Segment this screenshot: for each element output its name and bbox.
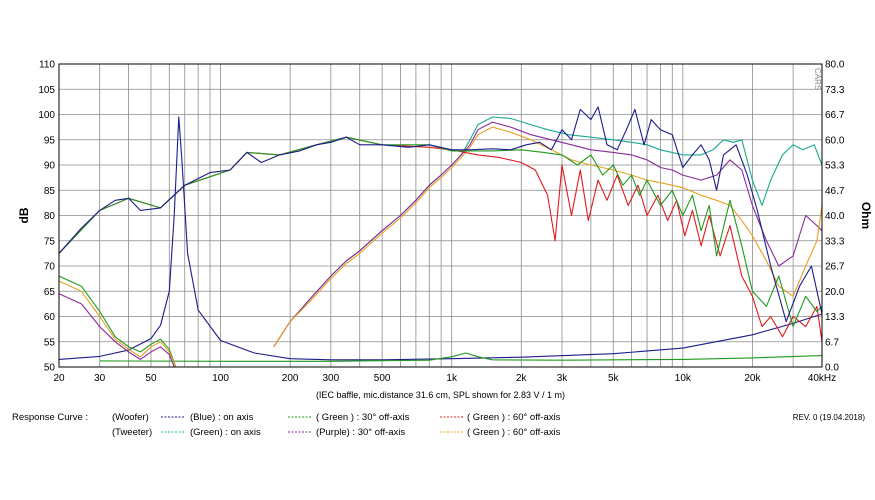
y-tick-label: 95 bbox=[44, 135, 56, 146]
plot-frame bbox=[58, 63, 823, 368]
y-tick-label: 70 bbox=[44, 262, 56, 273]
chart-grid bbox=[58, 63, 823, 368]
series-line bbox=[99, 352, 823, 362]
series-line bbox=[58, 106, 823, 323]
x-tick-label: 5k bbox=[608, 373, 620, 384]
y-tick-label: 55 bbox=[44, 337, 56, 348]
y-tick-label: 90 bbox=[44, 161, 56, 172]
x-tick-label: 10k bbox=[675, 373, 692, 384]
series-line bbox=[58, 280, 177, 368]
x-tick-label: 50 bbox=[145, 373, 157, 384]
series-line bbox=[58, 116, 823, 361]
y-tick-label: 105 bbox=[38, 85, 55, 96]
x-tick-label: 100 bbox=[212, 373, 229, 384]
y-axis-label: dB bbox=[17, 207, 31, 223]
series-line bbox=[273, 121, 823, 348]
y2-tick-label: 6.7 bbox=[825, 337, 839, 348]
y-tick-label: 65 bbox=[44, 287, 56, 298]
legend: Response Curve : REV. 0 (19.04.2018) (Wo… bbox=[12, 412, 865, 438]
brand-mark: CARS bbox=[813, 68, 822, 90]
y2-axis-label: Ohm bbox=[859, 202, 873, 229]
y2-tick-label: 46.7 bbox=[825, 186, 845, 197]
x-tick-label: 30 bbox=[94, 373, 106, 384]
y-tick-label: 85 bbox=[44, 186, 56, 197]
x-tick-label: 20 bbox=[53, 373, 65, 384]
x-tick-label: 1k bbox=[446, 373, 458, 384]
legend-entry-label: (Purple) : 30° off-axis bbox=[316, 427, 405, 438]
series-line bbox=[58, 136, 823, 342]
x-tick-label: 20k bbox=[744, 373, 761, 384]
x-tick-label: 2k bbox=[516, 373, 528, 384]
x-tick-label: 200 bbox=[282, 373, 299, 384]
series-line bbox=[58, 136, 823, 328]
series-line bbox=[58, 293, 175, 368]
y2-tick-label: 13.3 bbox=[825, 312, 845, 323]
y2-tick-label: 33.3 bbox=[825, 236, 845, 247]
x-tick-label: 300 bbox=[322, 373, 339, 384]
y2-tick-label: 20.0 bbox=[825, 287, 845, 298]
series-line bbox=[58, 275, 177, 368]
y2-tick-label: 26.7 bbox=[825, 262, 845, 273]
y-tick-label: 100 bbox=[38, 110, 55, 121]
legend-group-label: (Woofer) bbox=[112, 412, 149, 423]
y2-tick-label: 60.0 bbox=[825, 135, 845, 146]
series-line bbox=[273, 116, 823, 348]
y-tick-label: 110 bbox=[39, 60, 55, 71]
measurement-note: (IEC baffle, mic.distance 31.6 cm, SPL s… bbox=[316, 390, 565, 400]
y2-tick-label: 73.3 bbox=[825, 85, 845, 96]
y2-tick-label: 53.3 bbox=[825, 161, 845, 172]
legend-entry-label: (Green) : on axis bbox=[190, 427, 261, 438]
x-tick-label: 500 bbox=[374, 373, 391, 384]
y-tick-label: 60 bbox=[44, 312, 56, 323]
y2-tick-label: 66.7 bbox=[825, 110, 845, 121]
chart-ticks: 50 55 60 65 70 75 80 85 90 95 100 105 110 0.0 6.7 13.3 2… bbox=[38, 60, 845, 385]
y-tick-label: 80 bbox=[44, 211, 56, 222]
y-tick-label: 75 bbox=[44, 236, 56, 247]
legend-entry-label: ( Green ) : 60° off-axis bbox=[467, 427, 561, 438]
y2-tick-label: 80.0 bbox=[825, 60, 845, 71]
legend-title: Response Curve : bbox=[12, 412, 88, 423]
x-tick-label: 3k bbox=[557, 373, 569, 384]
x-tick-label: 40kHz bbox=[808, 373, 836, 384]
chart-curves bbox=[58, 106, 823, 368]
legend-entry-label: ( Green ) : 60° off-axis bbox=[467, 412, 561, 423]
y2-tick-label: 40.0 bbox=[825, 211, 845, 222]
legend-entry-label: ( Green ) : 30° off-axis bbox=[316, 412, 410, 423]
legend-group-label: (Tweeter) bbox=[112, 427, 152, 438]
y2-tick-label: 0.0 bbox=[825, 363, 839, 374]
legend-entry-label: (Blue) : on axis bbox=[190, 412, 254, 423]
y-tick-label: 50 bbox=[44, 363, 56, 374]
revision-label: REV. 0 (19.04.2018) bbox=[793, 413, 866, 422]
